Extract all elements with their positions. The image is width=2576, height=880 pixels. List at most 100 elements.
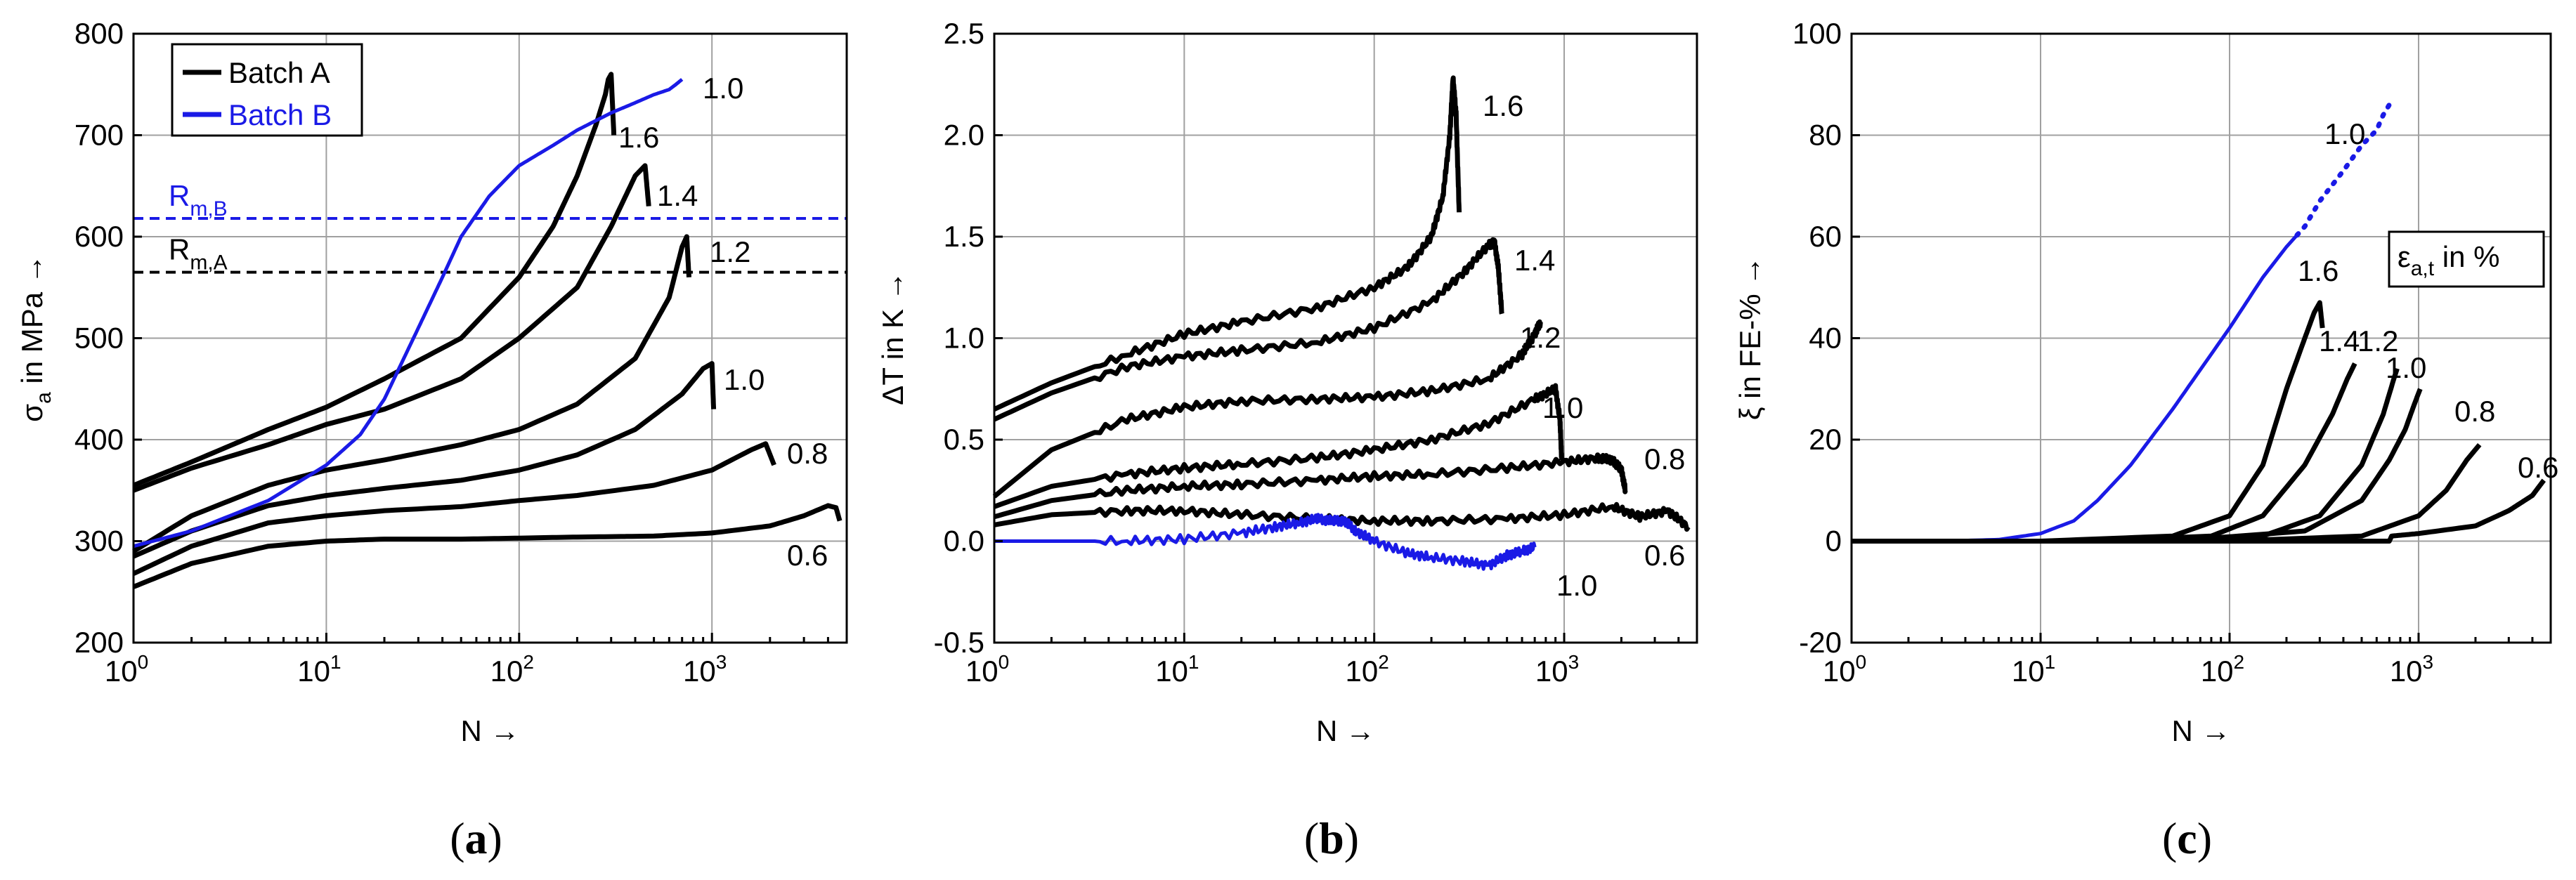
x-tick-label: 103 (2390, 651, 2433, 688)
x-tick-label: 103 (1535, 651, 1579, 688)
y-tick-label: 300 (74, 525, 124, 558)
panel-label-paren: ( (2162, 813, 2177, 863)
tick-exponent: 1 (330, 651, 341, 673)
tick-exponent: 0 (1856, 651, 1867, 673)
y-axis-unit: in K → (876, 271, 909, 368)
panel-label-letter: a (465, 813, 488, 863)
y-tick-label: 0.0 (944, 525, 984, 558)
curve-label-1.0: 1.0 (724, 363, 765, 396)
series-line-batch-a-0.8 (994, 452, 1628, 520)
series-line-batch-b-dotted (2294, 102, 2392, 238)
series-line-batch-a-1.6 (132, 72, 617, 488)
x-tick-label: 102 (2201, 651, 2244, 688)
tick-base: 10 (2201, 655, 2234, 688)
curve-label-1.4: 1.4 (1514, 244, 1555, 277)
y-axis-symbol: ΔT (876, 368, 909, 405)
y-tick-label: 20 (1809, 423, 1842, 456)
tick-base: 10 (297, 655, 330, 688)
y-axis-unit: in MPa → (15, 254, 48, 392)
annotation-symbol: ε (2398, 240, 2411, 273)
tick-base: 10 (1155, 655, 1188, 688)
curve-label-0.6: 0.6 (1644, 539, 1685, 572)
reference-label-main: R (169, 233, 190, 266)
tick-exponent: 2 (2234, 651, 2245, 673)
panel-label-paren: ) (2197, 813, 2212, 863)
y-tick-label: 2.5 (944, 17, 984, 50)
y-tick-label: 700 (74, 119, 124, 152)
grid-lines (994, 33, 1697, 643)
tick-base: 10 (2012, 655, 2045, 688)
series-line-batch-a-0.6 (994, 501, 1691, 532)
tick-exponent: 1 (2045, 651, 2056, 673)
series-group (1852, 102, 2546, 544)
panel-label-paren: ( (1304, 813, 1319, 863)
reference-label-main: R (169, 179, 190, 212)
y-tick-label: 1.5 (944, 220, 984, 253)
reference-label-subscript: m,B (190, 197, 227, 221)
annotation-box (2388, 230, 2545, 288)
y-tick-label: 400 (74, 423, 124, 456)
curve-label-batch-b: 1.0 (703, 72, 743, 105)
annotation-text: εa,t in % (2398, 240, 2499, 280)
tick-base: 10 (683, 655, 716, 688)
series-group (132, 72, 843, 589)
y-tick-label: 80 (1809, 119, 1842, 152)
y-tick-label: 500 (74, 322, 124, 355)
curve-label-0.8: 0.8 (1644, 442, 1685, 475)
curve-label-0.8: 0.8 (787, 437, 828, 470)
curve-label-1.6: 1.6 (1483, 89, 1523, 122)
y-axis-symbol: σ (15, 404, 48, 422)
x-axis-label: N → (1316, 714, 1375, 747)
series-line-batch-a-1.4 (1852, 362, 2357, 544)
x-tick-label: 100 (105, 651, 148, 688)
y-tick-label: 40 (1809, 322, 1842, 355)
annotation: εa,t in % (2388, 230, 2545, 288)
x-axis-label: N → (2172, 714, 2231, 747)
legend-label: Batch A (228, 56, 330, 89)
series-line-batch-a-1.2 (992, 319, 1543, 499)
series-line-batch-a-1.4 (993, 237, 1504, 422)
panel-label-letter: c (2177, 813, 2197, 863)
y-tick-label: 2.0 (944, 119, 984, 152)
y-tick-label: -20 (1799, 626, 1842, 659)
panel-label: (c) (2162, 813, 2212, 863)
curve-label-batch-b: 1.0 (2324, 117, 2365, 150)
y-axis-subscript: a (32, 392, 56, 404)
curve-label-1.6: 1.6 (618, 121, 659, 154)
curve-label-1.4: 1.4 (657, 179, 698, 212)
x-tick-label: 100 (1823, 651, 1866, 688)
legend: Batch A Batch B (171, 43, 363, 137)
x-tick-label: 101 (297, 651, 341, 688)
annotation-unit: in % (2434, 240, 2499, 273)
series-line-batch-a-1.2 (1852, 367, 2400, 544)
y-axis-label: σa in MPa → (15, 254, 56, 422)
chart-panel-b: 1.6 1.4 1.2 1.0 0.8 0.6 1.0 -0.5 0.0 0.5 1.0 1.5 2.0… (876, 17, 1698, 863)
annotation-subscript: a,t (2411, 257, 2435, 280)
tick-exponent: 2 (523, 651, 534, 673)
curve-label-batch-b: 1.0 (1556, 569, 1597, 602)
legend-label: Batch B (228, 98, 332, 131)
tick-exponent: 1 (1188, 651, 1199, 673)
y-tick-label: 60 (1809, 220, 1842, 253)
curve-label-1.6: 1.6 (2298, 254, 2338, 287)
chart-panel-a: Rm,BRm,A1.61.41.21.00.80.61.020030040050… (15, 17, 848, 863)
y-tick-label: 0.5 (944, 423, 984, 456)
series-line-batch-a-0.8 (1852, 442, 2482, 544)
curve-label-1.4: 1.4 (2319, 324, 2360, 357)
x-tick-label: 102 (490, 651, 534, 688)
reference-label-subscript: m,A (190, 251, 227, 275)
series-line-batch-b (994, 513, 1537, 571)
tick-base: 10 (490, 655, 523, 688)
series-line-batch-a-1.0 (993, 383, 1564, 509)
tick-exponent: 0 (998, 651, 1010, 673)
reference-line-label: Rm,A (169, 233, 228, 275)
y-tick-label: 200 (74, 626, 124, 659)
series-line-batch-a-1.4 (132, 163, 651, 493)
panel-label-letter: b (1319, 813, 1344, 863)
tick-base: 10 (105, 655, 138, 688)
y-tick-label: 1.0 (944, 322, 984, 355)
curve-label-0.6: 0.6 (2518, 451, 2558, 484)
y-tick-label: 0 (1826, 525, 1842, 558)
